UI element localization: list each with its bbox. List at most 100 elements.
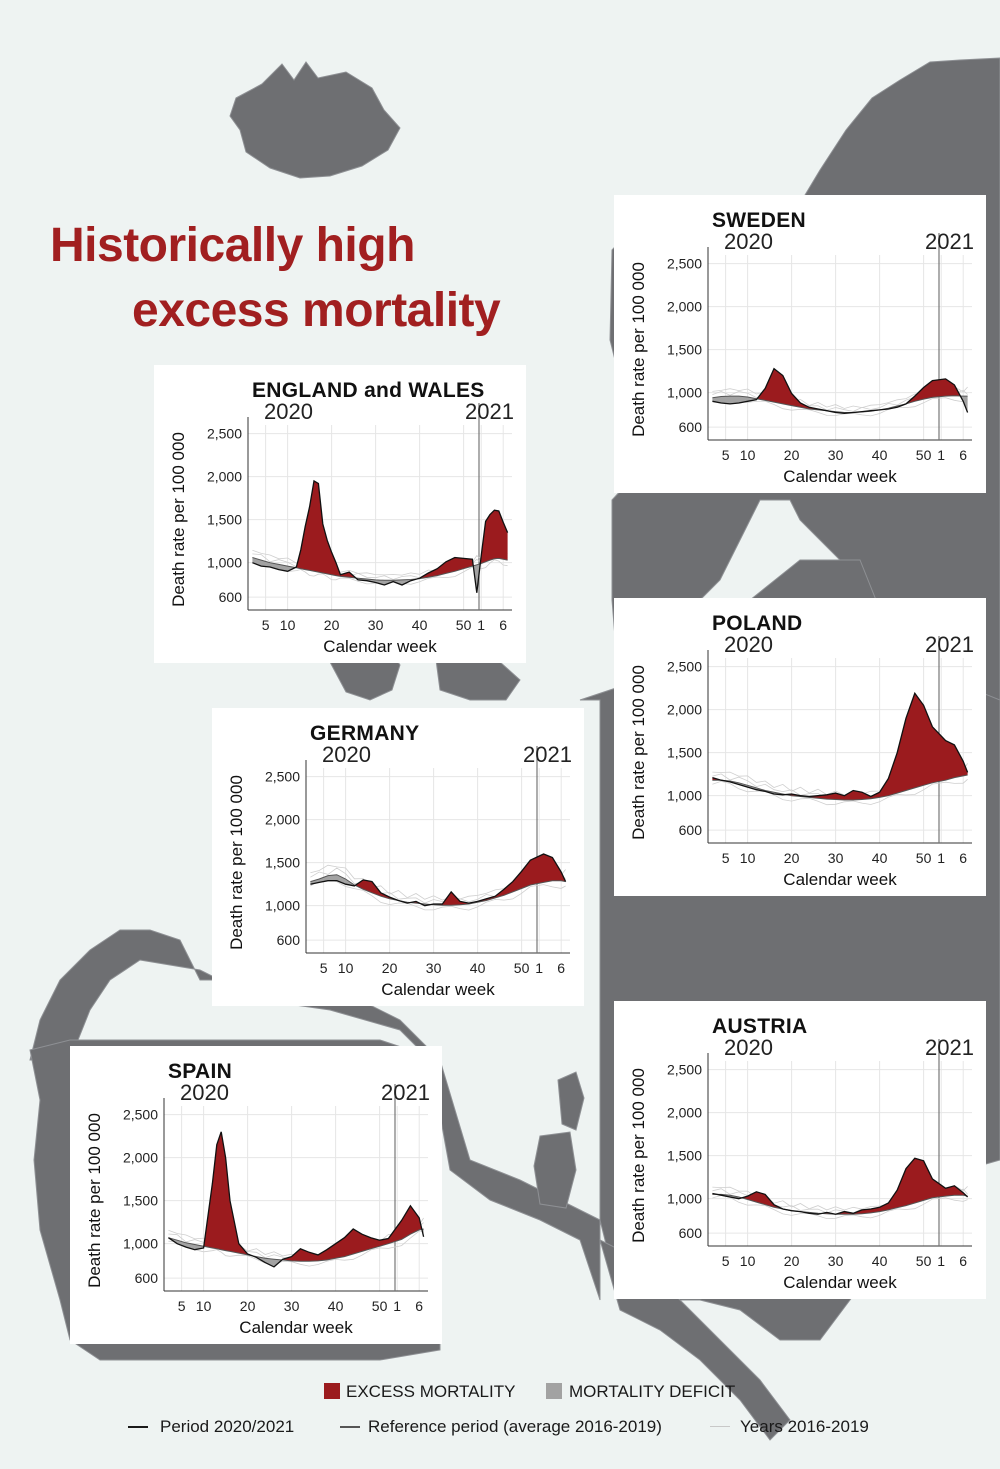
x-tick-label: 40 — [872, 1253, 888, 1269]
legend-period-label: Period 2020/2021 — [160, 1417, 295, 1436]
x-tick-label: 50 — [372, 1298, 388, 1314]
y-tick-label: 1,500 — [667, 1148, 702, 1164]
x-tick-label: 30 — [426, 960, 442, 976]
series-reference-line — [712, 774, 968, 801]
excess-mortality-area — [417, 557, 474, 579]
x-tick-label: 1 — [937, 850, 945, 866]
x-tick-label: 6 — [557, 960, 565, 976]
y-tick-label: 2,500 — [667, 659, 702, 675]
series-years-2016-2019-line — [168, 1230, 424, 1267]
y-tick-label: 1,000 — [667, 788, 702, 804]
y-tick-label: 1,000 — [667, 1191, 702, 1207]
x-axis-title: Calendar week — [239, 1318, 353, 1337]
x-tick-label: 50 — [916, 850, 932, 866]
y-tick-label: 1,500 — [207, 512, 242, 528]
x-tick-label: 30 — [828, 1253, 844, 1269]
chart-panel-austria: 600 1,000 1,500 2,000 2,500 5 10 20 30 40 50 1 6 2020… — [614, 1001, 986, 1299]
x-tick-label: 5 — [722, 850, 730, 866]
legend-excess-swatch — [324, 1383, 340, 1399]
chart-england-and-wales: 600 1,000 1,500 2,000 2,500 5 10 20 30 40 50 1 6 2020… — [169, 399, 514, 656]
x-axis-title: Calendar week — [783, 467, 897, 486]
chart-spain: 600 1,000 1,500 2,000 2,500 5 10 20 30 40 50 1 6 2020… — [85, 1080, 430, 1337]
x-tick-label: 5 — [262, 617, 270, 633]
y-axis-title: Death rate per 100 000 — [169, 432, 188, 607]
excess-mortality-area — [821, 1158, 967, 1215]
year-label-2021: 2021 — [925, 1035, 974, 1060]
x-tick-label: 1 — [393, 1298, 401, 1314]
year-label-2021: 2021 — [523, 742, 572, 767]
x-tick-label: 1 — [535, 960, 543, 976]
y-tick-label: 2,500 — [667, 1062, 702, 1078]
x-tick-label: 20 — [784, 447, 800, 463]
series-reference-line — [310, 874, 566, 906]
x-tick-label: 50 — [456, 617, 472, 633]
x-tick-label: 1 — [937, 1253, 945, 1269]
y-tick-label: 2,000 — [123, 1150, 158, 1166]
x-tick-label: 40 — [872, 447, 888, 463]
series-years-2016-2019-line — [712, 397, 968, 417]
excess-mortality-area — [712, 777, 722, 781]
chart-title: POLAND — [712, 612, 803, 635]
x-tick-label: 50 — [916, 1253, 932, 1269]
legend-deficit-label: MORTALITY DEFICIT — [569, 1382, 736, 1401]
y-tick-label: 1,500 — [667, 745, 702, 761]
year-label-2021: 2021 — [925, 632, 974, 657]
y-tick-label: 600 — [277, 932, 301, 948]
mortality-deficit-area — [473, 563, 481, 593]
y-tick-label: 1,000 — [207, 555, 242, 571]
legend-deficit-swatch — [546, 1383, 562, 1399]
x-axis-title: Calendar week — [783, 1273, 897, 1292]
y-tick-label: 2,000 — [667, 702, 702, 718]
y-tick-label: 2,500 — [123, 1107, 158, 1123]
x-tick-label: 20 — [240, 1298, 256, 1314]
chart-panel-sweden: 600 1,000 1,500 2,000 2,500 5 10 20 30 40 50 1 6 2020… — [614, 195, 986, 493]
x-tick-label: 6 — [959, 1253, 967, 1269]
chart-title: GERMANY — [310, 722, 420, 745]
mortality-deficit-area — [712, 396, 757, 404]
y-tick-label: 600 — [135, 1270, 159, 1286]
x-tick-label: 40 — [328, 1298, 344, 1314]
y-tick-label: 600 — [679, 1225, 703, 1241]
y-tick-label: 1,500 — [667, 342, 702, 358]
excess-mortality-area — [355, 879, 399, 901]
series-period-2020-2021-line — [712, 367, 969, 414]
series-years-2016-2019-line — [712, 1194, 968, 1220]
year-label-2021: 2021 — [925, 229, 974, 254]
x-tick-label: 5 — [722, 447, 730, 463]
chart-poland: 600 1,000 1,500 2,000 2,500 5 10 20 30 40 50 1 6 2020… — [629, 632, 974, 889]
chart-title: SWEDEN — [712, 209, 806, 232]
legend-years-line — [710, 1426, 730, 1427]
chart-panel-spain: 600 1,000 1,500 2,000 2,500 5 10 20 30 40 50 1 6 2020… — [70, 1046, 442, 1344]
y-tick-label: 2,500 — [667, 256, 702, 272]
chart-title: AUSTRIA — [712, 1015, 808, 1038]
excess-mortality-area — [281, 1205, 422, 1262]
series-period-2020-2021-line — [252, 479, 509, 593]
chart-title: SPAIN — [168, 1060, 233, 1083]
x-tick-label: 5 — [178, 1298, 186, 1314]
x-tick-label: 30 — [368, 617, 384, 633]
y-tick-label: 600 — [219, 589, 243, 605]
y-tick-label: 2,000 — [667, 1105, 702, 1121]
x-tick-label: 5 — [320, 960, 328, 976]
chart-panel-england-wales: 600 1,000 1,500 2,000 2,500 5 10 20 30 40 50 1 6 2020… — [154, 365, 526, 663]
y-tick-label: 2,500 — [265, 769, 300, 785]
series-period-2020-2021-line — [712, 691, 969, 798]
x-tick-label: 6 — [415, 1298, 423, 1314]
chart-panel-poland: 600 1,000 1,500 2,000 2,500 5 10 20 30 40 50 1 6 2020… — [614, 598, 986, 896]
x-tick-label: 10 — [280, 617, 296, 633]
x-axis-title: Calendar week — [381, 980, 495, 999]
x-tick-label: 20 — [382, 960, 398, 976]
x-tick-label: 30 — [284, 1298, 300, 1314]
x-tick-label: 50 — [916, 447, 932, 463]
excess-mortality-area — [480, 510, 508, 564]
legend-reference-line — [340, 1426, 360, 1428]
chart-austria: 600 1,000 1,500 2,000 2,500 5 10 20 30 40 50 1 6 2020… — [629, 1035, 974, 1292]
year-label-2020: 2020 — [180, 1080, 229, 1105]
year-label-2020: 2020 — [724, 1035, 773, 1060]
year-label-2021: 2021 — [465, 399, 514, 424]
x-tick-label: 10 — [740, 447, 756, 463]
year-label-2020: 2020 — [322, 742, 371, 767]
y-tick-label: 1,000 — [123, 1236, 158, 1252]
year-label-2020: 2020 — [724, 632, 773, 657]
x-axis-title: Calendar week — [783, 870, 897, 889]
